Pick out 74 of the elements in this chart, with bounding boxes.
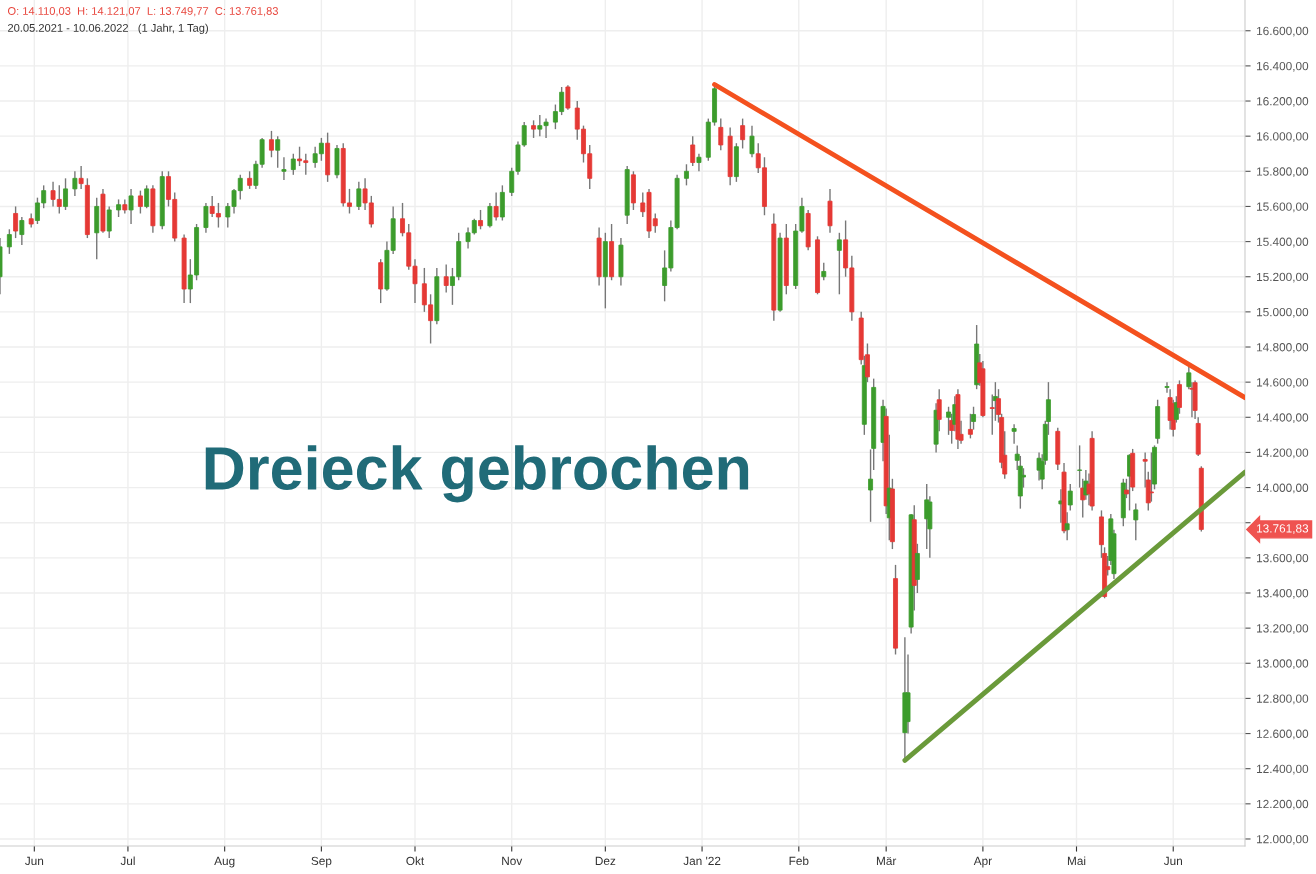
y-tick-label: 15.400,00 [1257, 237, 1309, 248]
candlestick [72, 170, 78, 197]
candlestick [106, 205, 112, 239]
candlestick [493, 191, 499, 222]
candlestick [1077, 444, 1083, 489]
y-tick-label: 14.400,00 [1257, 413, 1309, 424]
x-tick-label: Mai [1067, 856, 1086, 866]
candlestick [740, 117, 746, 150]
candlestick [203, 202, 209, 234]
y-tick-label: 12.800,00 [1257, 694, 1309, 705]
y-tick-label: 13.600,00 [1257, 553, 1309, 564]
y-tick-label: 15.200,00 [1257, 272, 1309, 283]
candlestick [487, 202, 493, 229]
y-tick-label: 13.400,00 [1257, 589, 1309, 599]
candlestick [1011, 423, 1017, 445]
x-tick-label: Jul [120, 856, 135, 866]
candlestick [868, 448, 874, 523]
x-tick-label: Jan '22 [683, 856, 721, 866]
y-tick-label: 12.600,00 [1257, 729, 1309, 740]
candlestick [290, 153, 296, 176]
candlestick [78, 165, 84, 190]
candlestick [144, 184, 150, 209]
x-tick-label: Apr [973, 856, 992, 868]
candlestick [1133, 502, 1139, 541]
candlestick [275, 135, 281, 169]
candlestick [718, 117, 724, 151]
x-tick-label: Okt [406, 856, 425, 866]
y-tick-label: 15.000,00 [1257, 307, 1309, 318]
x-tick-label: Nov [502, 856, 523, 866]
candlestick [1067, 483, 1073, 512]
candlestick [356, 181, 362, 211]
candlestick [6, 228, 12, 255]
text: O: 14.110,03 H: 14.121,07 L: 13.749,77 C: 13.761,83 [8, 7, 278, 17]
candlestick [690, 135, 696, 167]
text: 13.761,83 [1257, 524, 1309, 534]
x-tick-label: Jun [24, 856, 44, 866]
x-tick-label: Aug [214, 856, 235, 868]
x-tick-label: Mär [876, 856, 897, 866]
candlestick [281, 156, 287, 181]
candlestick [565, 84, 571, 111]
y-tick-label: 16.200,00 [1257, 97, 1309, 107]
candlestick [63, 177, 68, 211]
y-tick-label: 12.400,00 [1257, 764, 1309, 775]
candlestick [13, 205, 19, 239]
candlestick [128, 188, 134, 225]
x-tick-label: Feb [789, 856, 809, 866]
y-tick-label: 16.000,00 [1257, 132, 1309, 142]
y-tick-label: 12.000,00 [1257, 835, 1309, 845]
y-tick-label: 16.400,00 [1257, 61, 1309, 72]
text: 20.05.2021 - 10.06.2022 (1 Jahr, 1 Tag) [8, 23, 208, 35]
y-tick-label: 15.600,00 [1257, 202, 1309, 213]
y-tick-label: 16.600,00 [1257, 26, 1309, 37]
candlestick [478, 209, 483, 230]
annotation: Dreieck gebrochen [205, 445, 749, 503]
candlestick [696, 153, 702, 173]
candlestick [1148, 451, 1154, 503]
x-tick-label: Dez [595, 856, 616, 866]
candlestick [749, 124, 755, 158]
y-tick-label: 14.200,00 [1257, 448, 1309, 459]
y-tick-label: 15.800,00 [1257, 167, 1309, 178]
candlestick [137, 189, 143, 215]
y-tick-label: 14.000,00 [1257, 483, 1309, 494]
x-tick-label: Jun [1163, 856, 1182, 866]
candlestick [836, 232, 842, 295]
candlestick [269, 130, 274, 158]
x-tick-label: Sep [311, 856, 332, 868]
y-tick-label: 12.200,00 [1257, 799, 1309, 810]
y-tick-label: 14.600,00 [1257, 378, 1309, 388]
y-tick-label: 13.200,00 [1257, 624, 1309, 634]
y-tick-label: 14.800,00 [1257, 343, 1309, 353]
candlestick [684, 163, 689, 187]
candlestick [443, 263, 449, 294]
y-tick-label: 13.000,00 [1257, 659, 1309, 670]
candlestick [19, 216, 25, 246]
